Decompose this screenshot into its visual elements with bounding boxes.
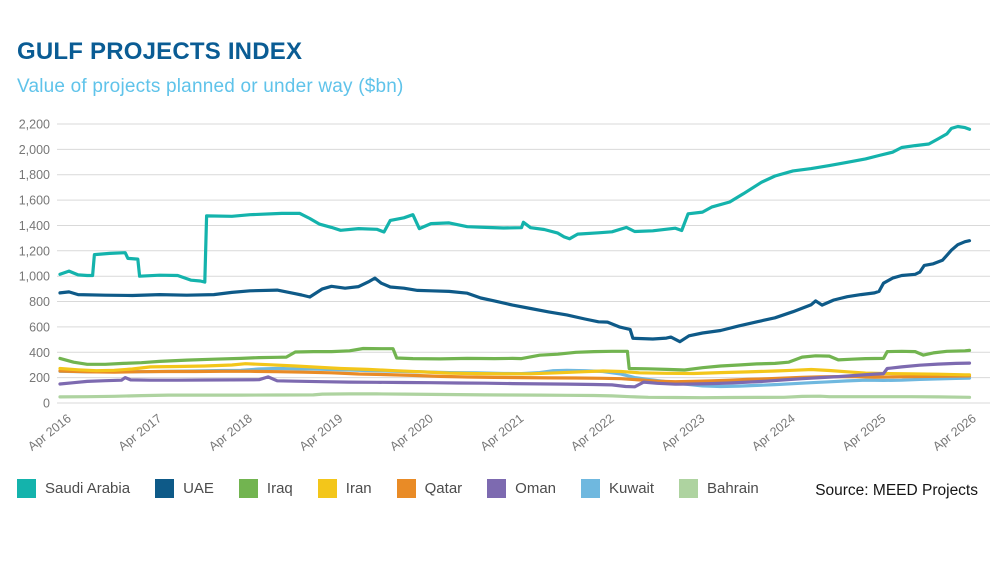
- projects-index-line-chart: 0 200 400 600 800 1,000 1,200 1,400 1,600 1,800 2,…: [19, 118, 990, 454]
- legend-item-iraq: Iraq: [238, 479, 293, 498]
- legend-label-qatar: Qatar: [424, 480, 463, 497]
- legend-item-kuwait: Kuwait: [581, 479, 654, 498]
- y-axis-label-800: 800: [29, 295, 50, 309]
- legend-item-bahrain: Bahrain: [679, 479, 759, 498]
- x-axis-label-apr-2024: Apr 2024: [749, 411, 798, 453]
- y-axis-label-1600: 1,600: [19, 194, 50, 208]
- source-credit: Source: MEED Projects: [815, 482, 978, 499]
- series-line-iran: [58, 362, 972, 377]
- legend-swatch-iran: [317, 479, 337, 498]
- x-axis-label-apr-2026: Apr 2026: [930, 411, 979, 453]
- y-axis-label-600: 600: [29, 320, 50, 334]
- legend-item-saudi-arabia: Saudi Arabia: [17, 479, 130, 498]
- series-line-saudi-arabia: [58, 124, 972, 284]
- y-axis-label-2000: 2,000: [19, 143, 50, 157]
- legend-label-saudi-arabia: Saudi Arabia: [45, 480, 131, 497]
- y-axis-label-200: 200: [29, 371, 50, 385]
- y-axis-label-1000: 1,000: [19, 270, 50, 284]
- legend: Saudi Arabia UAE Iraq Iran Qatar Oman Kuwait Ba…: [17, 479, 759, 498]
- x-axis-label-apr-2020: Apr 2020: [387, 411, 436, 453]
- legend-label-kuwait: Kuwait: [609, 480, 655, 497]
- y-axis-label-0: 0: [43, 397, 50, 411]
- x-axis-label-apr-2018: Apr 2018: [206, 411, 255, 453]
- x-axis-label-apr-2023: Apr 2023: [659, 411, 708, 453]
- legend-item-uae: UAE: [155, 479, 214, 498]
- legend-label-uae: UAE: [183, 480, 214, 497]
- series-line-bahrain: [58, 392, 972, 400]
- legend-label-iraq: Iraq: [266, 480, 293, 497]
- legend-label-oman: Oman: [515, 480, 557, 497]
- legend-label-bahrain: Bahrain: [707, 480, 759, 497]
- series-line-iraq: [58, 346, 972, 372]
- series-line-oman: [58, 361, 972, 389]
- x-axis-label-apr-2025: Apr 2025: [840, 411, 889, 453]
- legend-swatch-bahrain: [679, 479, 699, 498]
- series-line-uae: [58, 239, 972, 344]
- chart-subtitle: Value of projects planned or under way (…: [17, 76, 404, 97]
- y-axis-label-400: 400: [29, 346, 50, 360]
- legend-item-oman: Oman: [487, 479, 556, 498]
- x-axis-label-apr-2022: Apr 2022: [568, 411, 617, 453]
- legend-swatch-saudi-arabia: [17, 479, 36, 498]
- x-axis-label-apr-2016: Apr 2016: [25, 411, 74, 453]
- legend-swatch-qatar: [396, 479, 416, 498]
- y-axis-label-1400: 1,400: [19, 219, 50, 233]
- legend-swatch-iraq: [238, 479, 258, 498]
- y-axis-label-2200: 2,200: [19, 118, 50, 132]
- x-axis-label-apr-2019: Apr 2019: [297, 411, 346, 453]
- legend-item-qatar: Qatar: [396, 479, 463, 498]
- x-axis-label-apr-2021: Apr 2021: [478, 411, 527, 453]
- legend-swatch-oman: [487, 479, 507, 498]
- legend-item-iran: Iran: [317, 479, 372, 498]
- y-axis-label-1200: 1,200: [19, 244, 50, 258]
- page-title: GULF PROJECTS INDEX: [17, 38, 303, 65]
- legend-swatch-kuwait: [581, 479, 601, 498]
- legend-label-iran: Iran: [345, 480, 372, 497]
- legend-swatch-uae: [155, 479, 175, 498]
- y-axis-label-1800: 1,800: [19, 168, 50, 182]
- x-axis-label-apr-2017: Apr 2017: [116, 411, 165, 453]
